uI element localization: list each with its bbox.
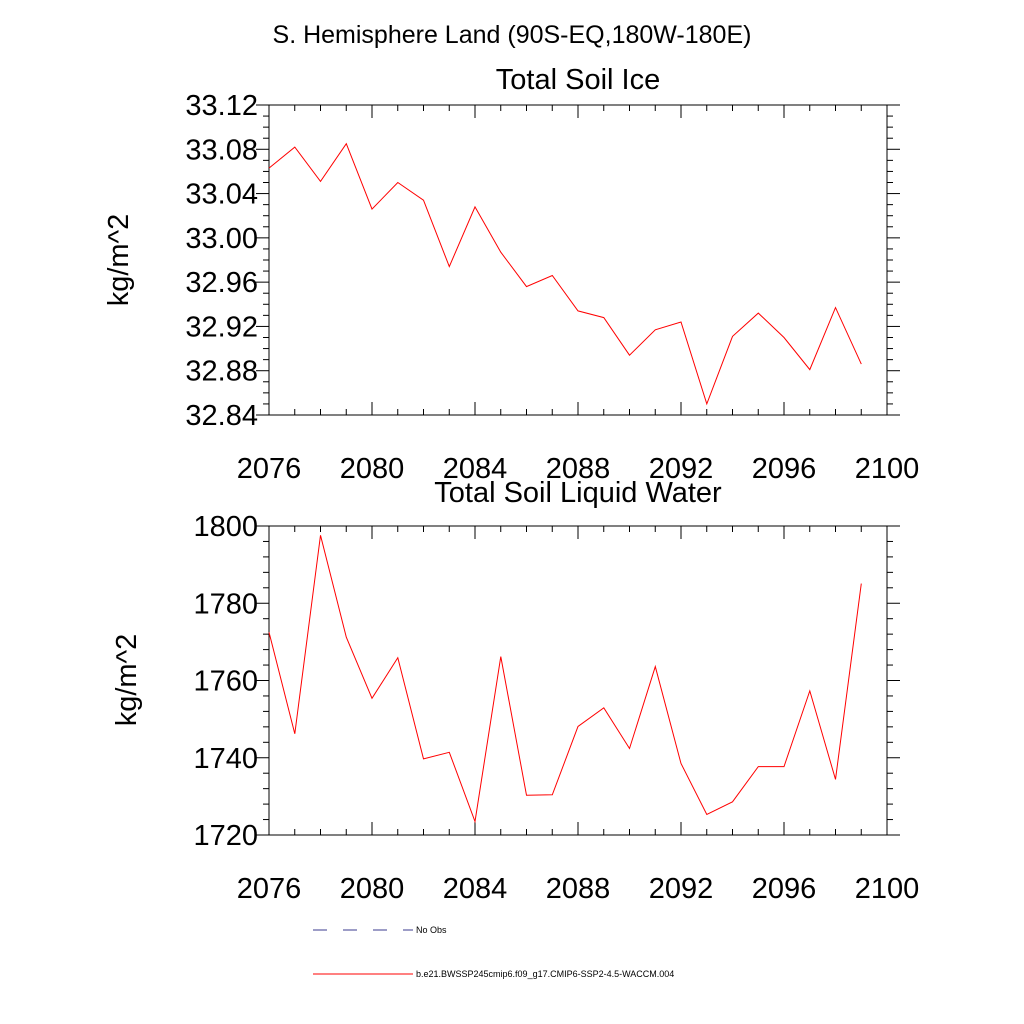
legend: No Obs b.e21.BWSSP245cmip6.f09_g17.CMIP6…: [313, 925, 674, 979]
series-line: [268, 142, 862, 406]
legend-entry-model-run: b.e21.BWSSP245cmip6.f09_g17.CMIP6-SSP2-4…: [313, 969, 674, 979]
x-tick-label: 2092: [649, 453, 714, 485]
legend-label: No Obs: [416, 925, 447, 935]
x-tick-label: 2084: [443, 873, 508, 905]
x-tick-label: 2096: [752, 873, 817, 905]
x-tick-label: 2088: [546, 873, 611, 905]
x-tick-label: 2080: [340, 873, 405, 905]
y-axis-label: kg/m^2: [111, 634, 143, 727]
axis-ticks: 2076 2080 2084 2088 2092 2096 2100 32.84 32.88 32…: [185, 90, 919, 485]
legend-entry-no-obs: No Obs: [313, 925, 447, 935]
panel-total-soil-liquid-water: Total Soil Liquid Water kg/m^2 2076 2080 2…: [111, 477, 919, 905]
x-tick-label: 2080: [340, 453, 405, 485]
y-tick-label: 1760: [193, 666, 258, 698]
y-tick-label: 1720: [193, 820, 258, 852]
series-line: [268, 535, 862, 824]
y-tick-label: 32.96: [185, 267, 258, 299]
y-tick-label: 1740: [193, 743, 258, 775]
figure-suptitle: S. Hemisphere Land (90S-EQ,180W-180E): [273, 21, 752, 49]
y-tick-label: 33.00: [185, 223, 258, 255]
panel-total-soil-ice: Total Soil Ice kg/m^2 2076 2080 2084 2088 20…: [103, 64, 919, 485]
legend-label: b.e21.BWSSP245cmip6.f09_g17.CMIP6-SSP2-4…: [416, 969, 674, 979]
y-tick-label: 32.88: [185, 356, 258, 388]
axis-ticks: 2076 2080 2084 2088 2092 2096 2100 1720 1740 1760…: [193, 511, 919, 905]
x-tick-label: 2076: [237, 453, 302, 485]
y-tick-label: 33.04: [185, 179, 258, 211]
y-tick-label: 33.08: [185, 134, 258, 166]
plot-frame: [268, 525, 888, 836]
x-tick-label: 2100: [855, 453, 920, 485]
series-group: [268, 142, 862, 406]
x-tick-label: 2100: [855, 873, 920, 905]
panel-title: Total Soil Ice: [496, 64, 660, 96]
x-tick-label: 2088: [546, 453, 611, 485]
y-tick-label: 1800: [193, 511, 258, 543]
y-tick-label: 1780: [193, 588, 258, 620]
y-tick-label: 32.84: [185, 400, 258, 432]
x-tick-label: 2084: [443, 453, 508, 485]
series-group: [268, 535, 862, 824]
panel-title: Total Soil Liquid Water: [434, 477, 722, 509]
x-tick-label: 2092: [649, 873, 714, 905]
x-tick-label: 2096: [752, 453, 817, 485]
y-tick-label: 33.12: [185, 90, 258, 122]
x-tick-label: 2076: [237, 873, 302, 905]
plot-frame: [268, 104, 888, 416]
y-tick-label: 32.92: [185, 311, 258, 343]
y-axis-label: kg/m^2: [103, 214, 135, 307]
